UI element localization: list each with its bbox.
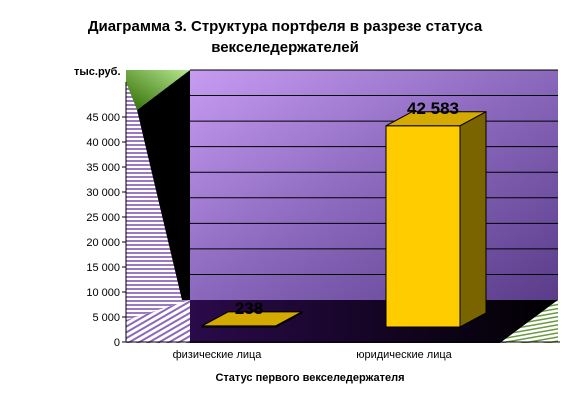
y-tick-label: 0 [114, 337, 120, 349]
y-tick-label: 35 000 [86, 162, 120, 174]
bar [385, 110, 487, 328]
y-tick-label: 20 000 [86, 237, 120, 249]
chart-floor-right-edge [500, 300, 558, 343]
y-tick-label: 10 000 [86, 287, 120, 299]
bar-front-face [385, 125, 461, 328]
bar-data-label: 42 583 [407, 99, 459, 118]
bar-data-label: 238 [235, 299, 263, 318]
x-axis-title: Статус первого векселедержателя [215, 372, 405, 384]
bar [201, 311, 303, 328]
y-tick-label: 25 000 [86, 212, 120, 224]
y-tick-label: 15 000 [86, 262, 120, 274]
chart-title-line1: Диаграмма 3. Структура портфеля в разрез… [87, 18, 483, 35]
chart-corner-green [126, 70, 190, 110]
chart-back-wall [190, 70, 558, 300]
chart-title: Диаграмма 3. Структура портфеля в разрез… [40, 16, 530, 58]
chart-title-line2: векселедержателей [211, 39, 359, 56]
x-category-label: физические лица [173, 349, 263, 361]
bar-side-face [275, 311, 303, 328]
chart-side-wall-shadow [137, 70, 190, 300]
chart-floor-left-panel [126, 300, 190, 343]
y-tick-label: 5 000 [92, 312, 120, 324]
y-tick-label: 45 000 [86, 112, 120, 124]
y-tick-label: 40 000 [86, 137, 120, 149]
bar-side-face [459, 110, 487, 328]
x-category-label: юридические лица [356, 349, 452, 361]
y-tick-label: 30 000 [86, 187, 120, 199]
y-axis-unit-label: тыс.руб. [74, 66, 121, 78]
